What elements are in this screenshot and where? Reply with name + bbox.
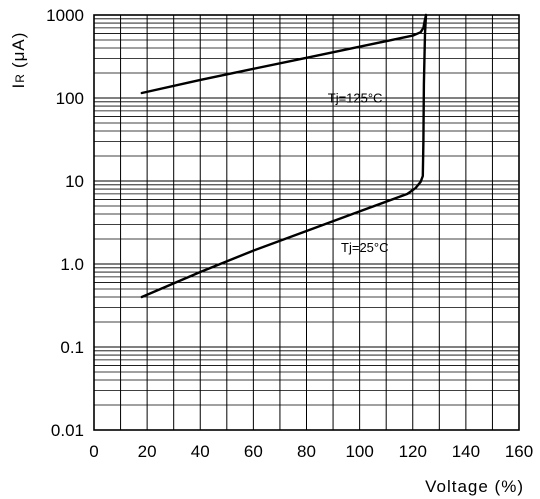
y-axis-label-sub: R xyxy=(13,73,27,83)
annotation-tj-125c: Tj=125°C xyxy=(328,91,383,106)
y-tick-label: 1000 xyxy=(46,6,84,25)
x-tick-label: 0 xyxy=(89,442,98,461)
y-axis-label: IR (μA) xyxy=(9,32,28,89)
x-tick-label: 40 xyxy=(191,442,210,461)
curves xyxy=(140,13,428,299)
y-tick-label: 10 xyxy=(65,172,84,191)
x-axis-ticks: 0 20 40 60 80 100 120 140 160 xyxy=(89,442,533,461)
y-tick-label: 0.01 xyxy=(51,421,84,440)
y-axis-label-main: I xyxy=(9,83,28,89)
y-tick-label: 0.1 xyxy=(60,338,84,357)
y-axis-ticks: 0.01 0.1 1.0 10 100 1000 xyxy=(46,6,84,440)
x-tick-label: 20 xyxy=(138,442,157,461)
x-tick-label: 120 xyxy=(399,442,427,461)
x-axis-label: Voltage (%) xyxy=(425,477,524,496)
annotations: Tj=125°C Tj=25°C xyxy=(328,91,389,255)
x-tick-label: 160 xyxy=(505,442,533,461)
x-tick-label: 60 xyxy=(244,442,263,461)
y-tick-label: 1.0 xyxy=(60,255,84,274)
y-axis-label-unit: (μA) xyxy=(9,32,28,68)
x-tick-label: 100 xyxy=(345,442,373,461)
x-tick-label: 140 xyxy=(452,442,480,461)
series-line-tj-25c xyxy=(140,13,428,299)
y-tick-label: 100 xyxy=(56,89,84,108)
x-tick-label: 80 xyxy=(297,442,316,461)
grid xyxy=(93,15,520,431)
series-line-tj-125c xyxy=(140,13,428,95)
plot-frame xyxy=(93,14,520,431)
annotation-tj-25c: Tj=25°C xyxy=(341,240,388,255)
